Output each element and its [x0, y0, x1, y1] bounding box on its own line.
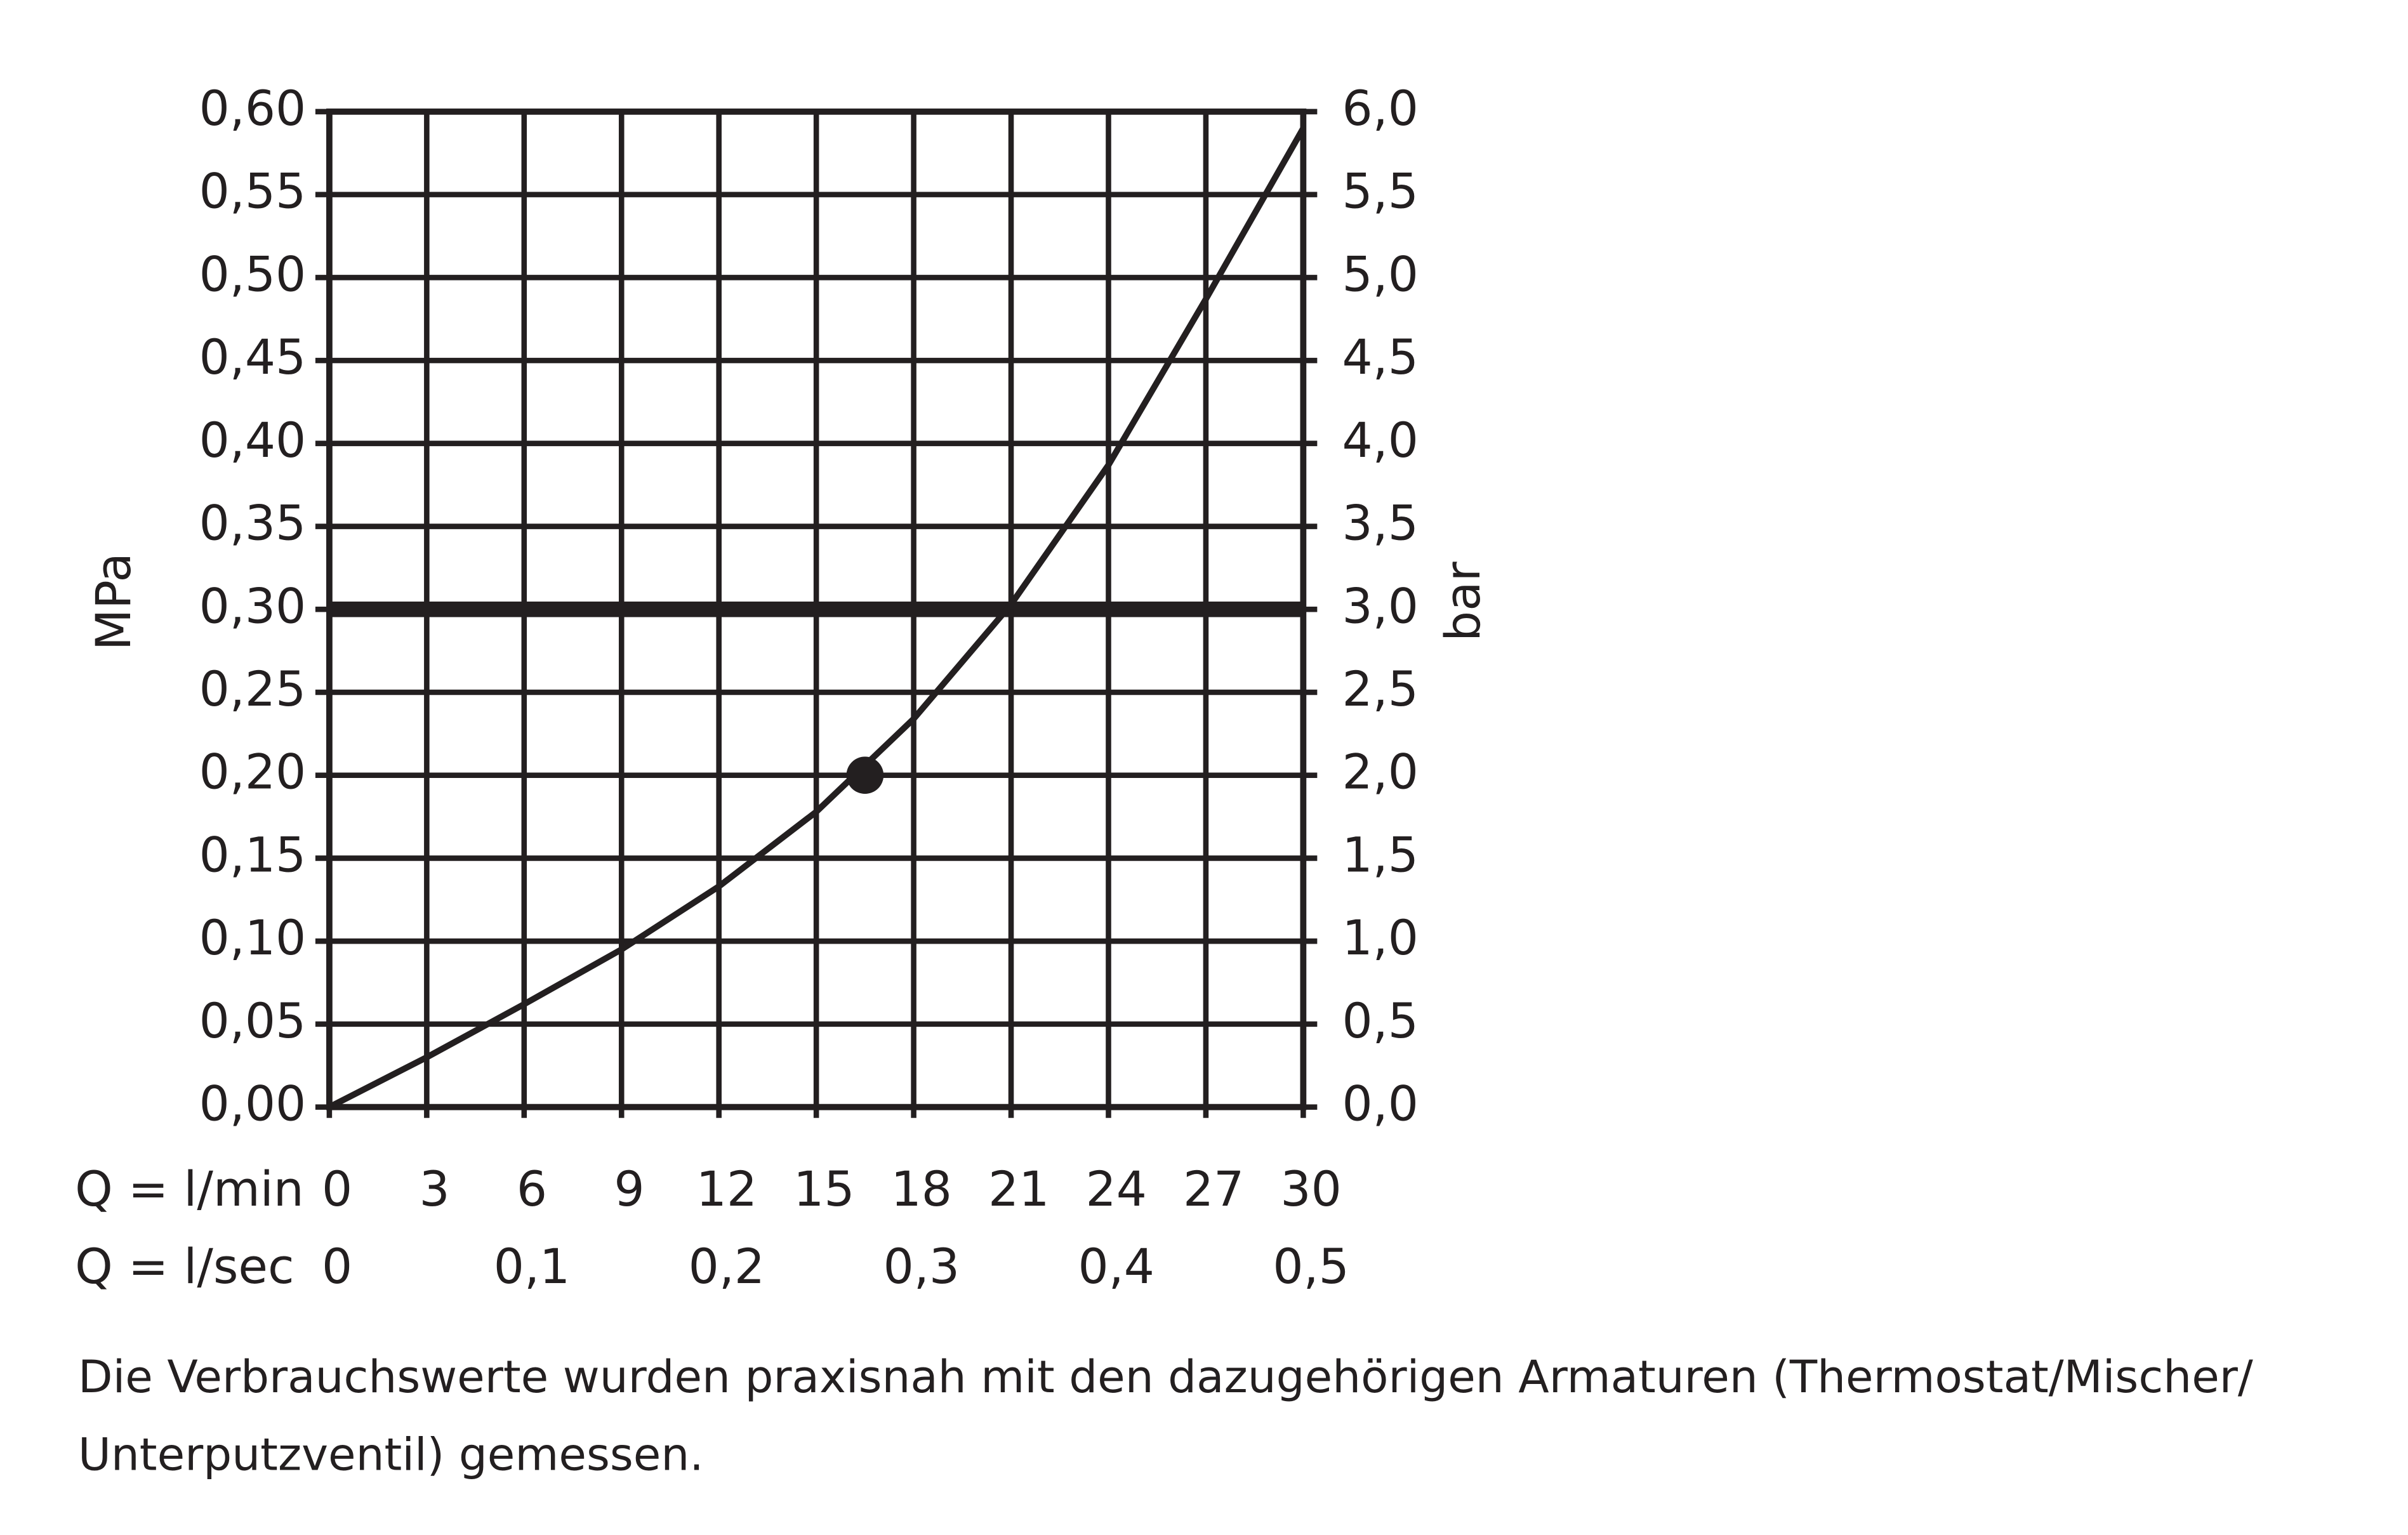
y2-tick-label: 0,5: [1342, 993, 1418, 1049]
x2-tick-label: 0,4: [1078, 1239, 1154, 1295]
y2-tick-label: 6,0: [1342, 81, 1418, 136]
x-tick-label: 15: [793, 1161, 854, 1217]
x-tick-label: 30: [1280, 1161, 1341, 1217]
flow-curve: [327, 126, 1306, 1110]
y-tick-label: 0,10: [199, 910, 307, 966]
plot-frame: [326, 109, 1307, 1110]
y2-tick-label: 5,0: [1342, 246, 1418, 302]
y-tick-label: 0,25: [199, 661, 307, 717]
note: Die Verbrauchswerte wurden praxisnah mit…: [78, 1350, 2253, 1403]
y-tick-label: 0,20: [199, 744, 307, 800]
note: Unterputzventil) gemessen.: [78, 1428, 704, 1480]
y2-tick-label: 1,0: [1342, 910, 1418, 966]
y2-axis-label: bar: [1435, 561, 1491, 641]
x-tick-label: 3: [419, 1161, 449, 1217]
y-tick-label: 0,55: [199, 164, 307, 220]
y-tick-label: 0,60: [199, 81, 307, 136]
y2-tick-label: 3,0: [1342, 578, 1418, 634]
x-tick-label: 12: [696, 1161, 757, 1217]
y-tick-label: 0,50: [199, 246, 307, 302]
y-tick-label: 0,15: [199, 827, 307, 883]
x-tick-label: 18: [891, 1161, 952, 1217]
operating-point: [846, 756, 884, 794]
x-tick-label: 27: [1183, 1161, 1244, 1217]
x2-tick-label: 0: [322, 1239, 352, 1295]
y2-tick-label: 4,5: [1342, 329, 1418, 385]
y2-tick-label: 4,0: [1342, 412, 1418, 468]
y-tick-label: 0,40: [199, 412, 307, 468]
x-tick-label: 21: [988, 1161, 1049, 1217]
x2-tick-label: 0,5: [1273, 1239, 1349, 1295]
x2-tick-label: 0,1: [494, 1239, 570, 1295]
y2-tick-label: 2,5: [1342, 661, 1418, 717]
y2-tick-label: 3,5: [1342, 496, 1418, 551]
x-tick-label: 9: [614, 1161, 644, 1217]
y2-tick-label: 0,0: [1342, 1076, 1418, 1132]
x2-tick-label: 0,3: [883, 1239, 960, 1295]
x-tick-label: 24: [1086, 1161, 1147, 1217]
y-tick-label: 0,00: [199, 1076, 307, 1132]
x-tick-label: 6: [517, 1161, 547, 1217]
x2-tick-label: 0,2: [689, 1239, 765, 1295]
x-tick-label: 0: [322, 1161, 352, 1217]
y-tick-label: 0,05: [199, 993, 307, 1049]
y2-tick-label: 1,5: [1342, 827, 1418, 883]
y2-tick-label: 2,0: [1342, 744, 1418, 800]
x-axis-label: Q = l/min: [75, 1161, 304, 1217]
y-tick-label: 0,35: [199, 496, 307, 551]
x2-axis-label: Q = l/sec: [75, 1239, 294, 1295]
y2-tick-label: 5,5: [1342, 164, 1418, 220]
y-tick-label: 0,45: [199, 329, 307, 385]
y-axis-label: MPa: [86, 553, 142, 650]
y-tick-label: 0,30: [199, 578, 307, 634]
